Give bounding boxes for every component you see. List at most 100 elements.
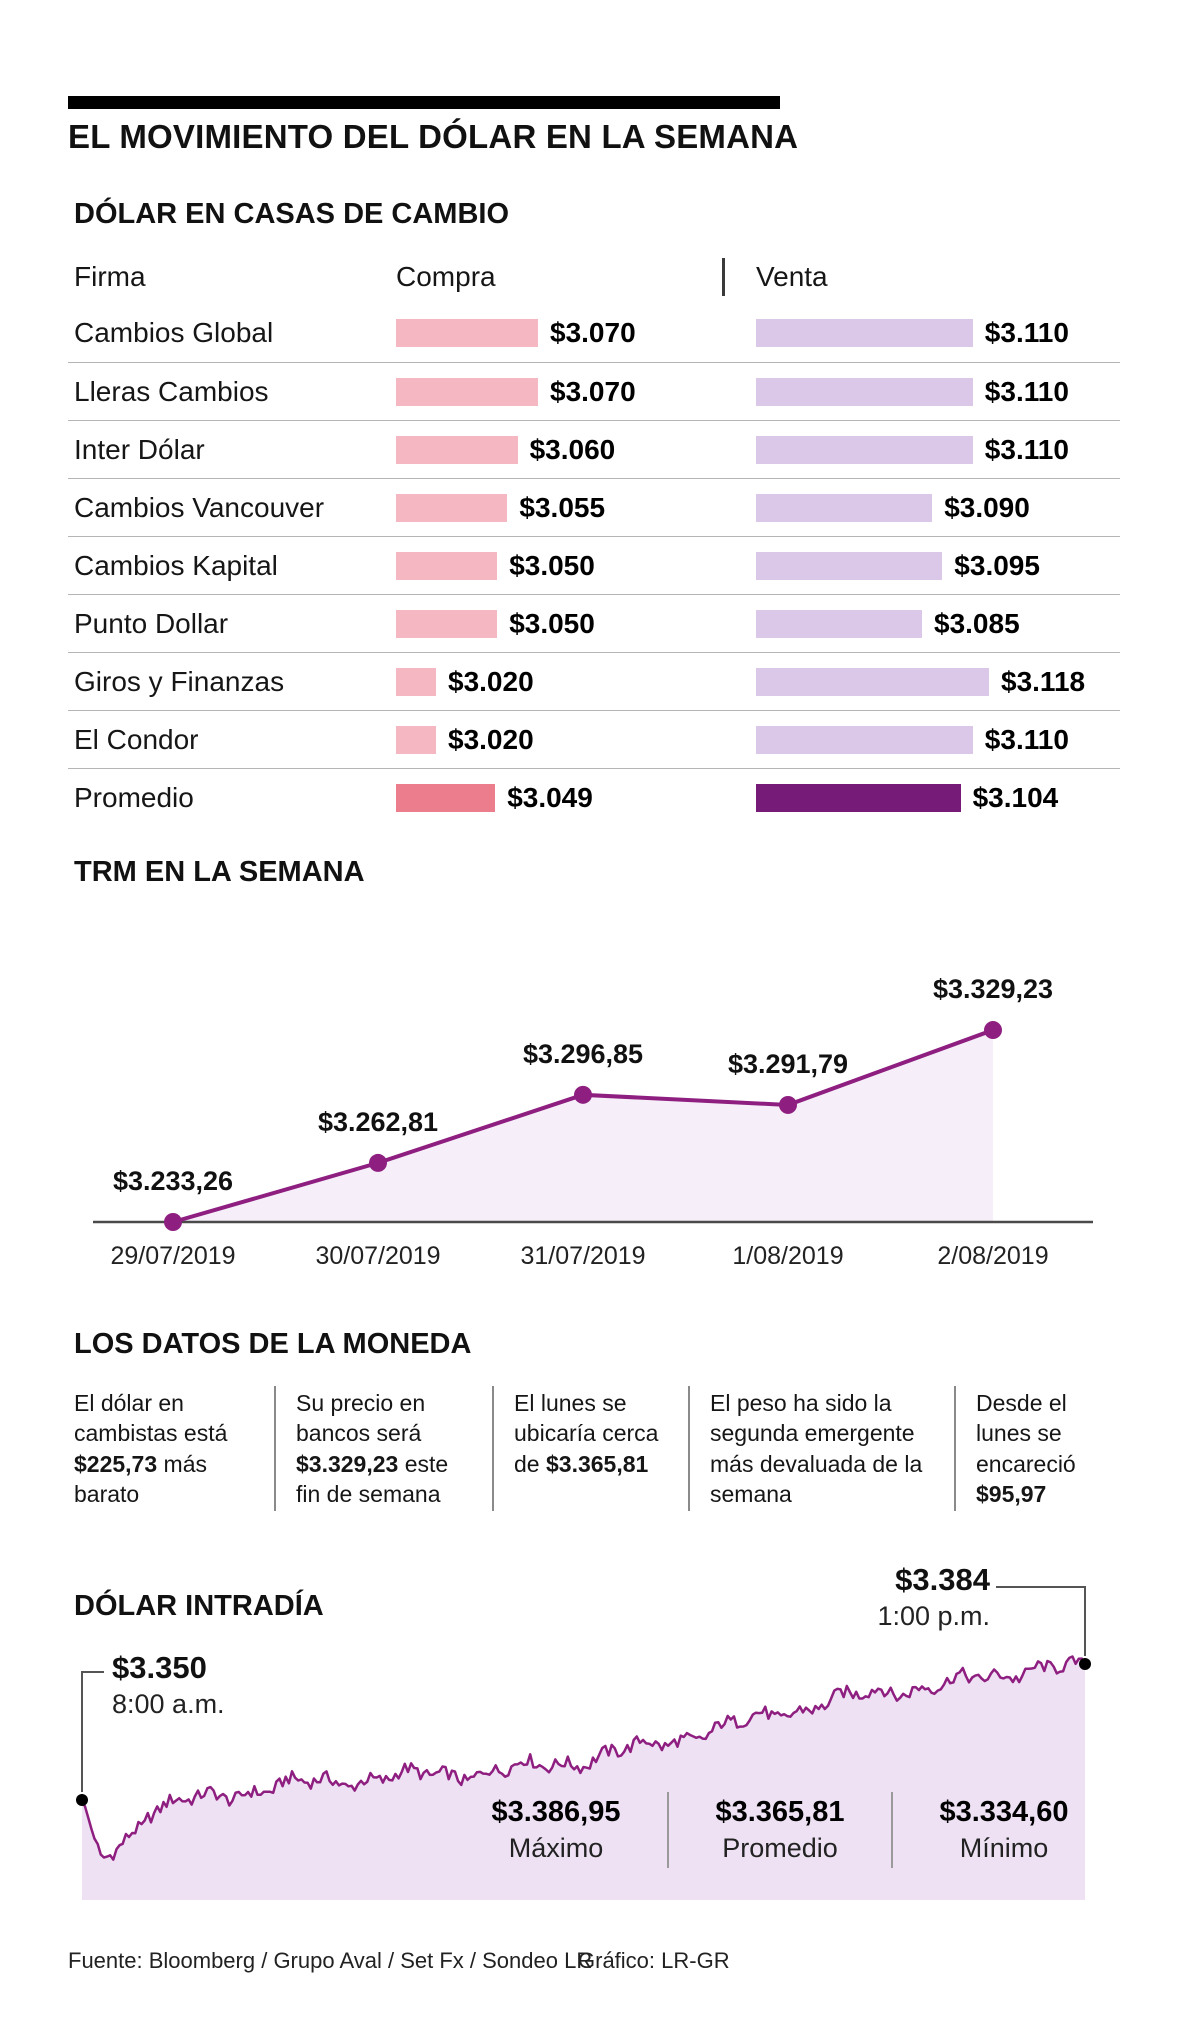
- venta-cell: $3.090: [722, 492, 1120, 524]
- table-row-promedio: Promedio $3.049 $3.104: [68, 768, 1120, 826]
- trm-date-label: 2/08/2019: [937, 1242, 1048, 1270]
- dato-figure: $225,73: [74, 1450, 158, 1477]
- trm-value-label: $3.296,85: [523, 1039, 643, 1069]
- trm-area: [173, 1030, 993, 1222]
- stat-maximo: $3.386,95 Máximo: [450, 1796, 662, 1864]
- intradia-area: [82, 1656, 1085, 1900]
- compra-cell: $3.020: [396, 724, 722, 756]
- trm-value-label: $3.329,23: [933, 974, 1053, 1004]
- stat-value: $3.386,95: [491, 1796, 621, 1828]
- compra-cell: $3.049: [396, 782, 722, 814]
- venta-cell: $3.104: [722, 782, 1120, 814]
- venta-bar: [756, 435, 973, 464]
- compra-value: $3.055: [519, 491, 606, 523]
- casas-heading: DÓLAR EN CASAS DE CAMBIO: [74, 198, 510, 230]
- venta-bar: [756, 493, 933, 522]
- firm-name: El Condor: [74, 723, 199, 755]
- col-header-compra: Compra: [396, 261, 496, 292]
- end-callout-connector: [996, 1586, 1086, 1656]
- venta-value: $3.110: [984, 375, 1069, 407]
- venta-cell: $3.110: [722, 724, 1120, 756]
- venta-value: $3.085: [934, 607, 1020, 639]
- compra-value: $3.060: [529, 433, 616, 465]
- firm-name: Lleras Cambios: [74, 375, 269, 407]
- venta-cell: $3.110: [722, 376, 1120, 408]
- stat-promedio: $3.365,81 Promedio: [674, 1796, 886, 1864]
- compra-value: $3.049: [507, 781, 593, 813]
- compra-cell: $3.070: [396, 376, 722, 408]
- col-header-venta: Venta: [756, 261, 828, 292]
- venta-bar: [756, 783, 961, 812]
- header-divider: [722, 258, 725, 296]
- col-header-firma: Firma: [74, 261, 146, 292]
- trm-point: [779, 1095, 797, 1114]
- firm-name: Punto Dollar: [74, 607, 229, 639]
- trm-value-label: $3.233,26: [113, 1166, 233, 1196]
- compra-cell: $3.055: [396, 492, 722, 524]
- venta-bar: [756, 377, 973, 406]
- end-value: $3.384: [895, 1562, 990, 1597]
- dato-card: El peso ha sido la segunda emergente más…: [688, 1386, 954, 1512]
- compra-cell: $3.050: [396, 608, 722, 640]
- venta-bar: [756, 319, 973, 347]
- stat-label: Mínimo: [959, 1833, 1049, 1863]
- compra-value: $3.020: [448, 723, 534, 755]
- venta-cell: $3.095: [722, 550, 1120, 582]
- venta-value: $3.118: [1001, 665, 1086, 697]
- page-title: EL MOVIMIENTO DEL DÓLAR EN LA SEMANA: [68, 118, 799, 155]
- compra-bar: [396, 667, 436, 696]
- dato-text: Su precio en bancos será: [296, 1390, 426, 1447]
- dato-text: El peso ha sido la segunda emergente más…: [710, 1390, 923, 1508]
- trm-chart: $3.233,26 29/07/2019 $3.262,81 30/07/2019 $3…: [93, 974, 1093, 1270]
- compra-cell: $3.070: [396, 317, 722, 349]
- compra-cell: $3.050: [396, 550, 722, 582]
- trm-date-label: 1/08/2019: [732, 1242, 843, 1270]
- venta-value: $3.110: [984, 723, 1069, 755]
- dato-figure: $3.365,81: [545, 1450, 649, 1477]
- stat-minimo: $3.334,60 Mínimo: [898, 1796, 1110, 1864]
- source-credit: Fuente: Bloomberg / Grupo Aval / Set Fx …: [68, 1948, 593, 1973]
- trm-point: [164, 1213, 182, 1231]
- venta-value: $3.104: [972, 781, 1059, 813]
- intradia-chart: [76, 1586, 1091, 1900]
- table-row: Punto Dollar $3.050 $3.085: [68, 594, 1120, 652]
- compra-bar: [396, 609, 498, 638]
- dato-card: El lunes se ubicaría cerca de $3.365,81: [492, 1386, 688, 1512]
- dato-text: Desde el lunes se encareció: [976, 1390, 1076, 1477]
- table-row: Cambios Global $3.070 $3.110: [68, 304, 1120, 362]
- compra-bar: [396, 435, 518, 464]
- compra-bar: [396, 783, 496, 812]
- firm-name: Promedio: [74, 781, 194, 813]
- dato-card: El dólar en cambistas está $225,73 más b…: [68, 1386, 274, 1511]
- compra-value: $3.020: [448, 665, 534, 697]
- venta-cell: $3.085: [722, 608, 1120, 640]
- compra-cell: $3.060: [396, 434, 722, 466]
- compra-bar: [396, 551, 498, 580]
- dato-card: Su precio en bancos será $3.329,23 este …: [274, 1386, 492, 1512]
- compra-value: $3.050: [509, 607, 595, 639]
- dato-figure: $95,97: [976, 1481, 1047, 1508]
- graphic-credit: Gráfico: LR-GR: [578, 1948, 730, 1973]
- table-row: El Condor $3.020 $3.110: [68, 710, 1120, 768]
- venta-cell: $3.118: [722, 666, 1120, 698]
- intradia-heading: DÓLAR INTRADÍA: [74, 1590, 324, 1622]
- firm-name: Inter Dólar: [74, 433, 205, 465]
- exchange-table-rows: Cambios Global $3.070 $3.110 Lleras Cambios…: [68, 304, 1120, 826]
- firm-name: Cambios Vancouver: [74, 491, 325, 523]
- compra-value: $3.050: [509, 549, 595, 581]
- table-row: Cambios Kapital $3.050 $3.095: [68, 536, 1120, 594]
- dato-figure: $3.329,23: [296, 1450, 399, 1477]
- dato-card: Desde el lunes se encareció $95,97: [954, 1386, 1122, 1512]
- compra-cell: $3.020: [396, 666, 722, 698]
- compra-value: $3.070: [550, 317, 636, 348]
- start-value: $3.350: [112, 1650, 207, 1685]
- intradia-line: [80, 1655, 1087, 1861]
- venta-bar: [756, 609, 922, 638]
- intradia-end-callout: $3.384 1:00 p.m.: [810, 1562, 990, 1632]
- trm-point: [984, 1021, 1002, 1040]
- intradia-start-point: [76, 1794, 88, 1806]
- trm-point: [369, 1153, 387, 1172]
- table-row: Inter Dólar $3.060 $3.110: [68, 420, 1120, 478]
- venta-bar: [756, 725, 973, 754]
- datos-cards: El dólar en cambistas está $225,73 más b…: [68, 1386, 1128, 1512]
